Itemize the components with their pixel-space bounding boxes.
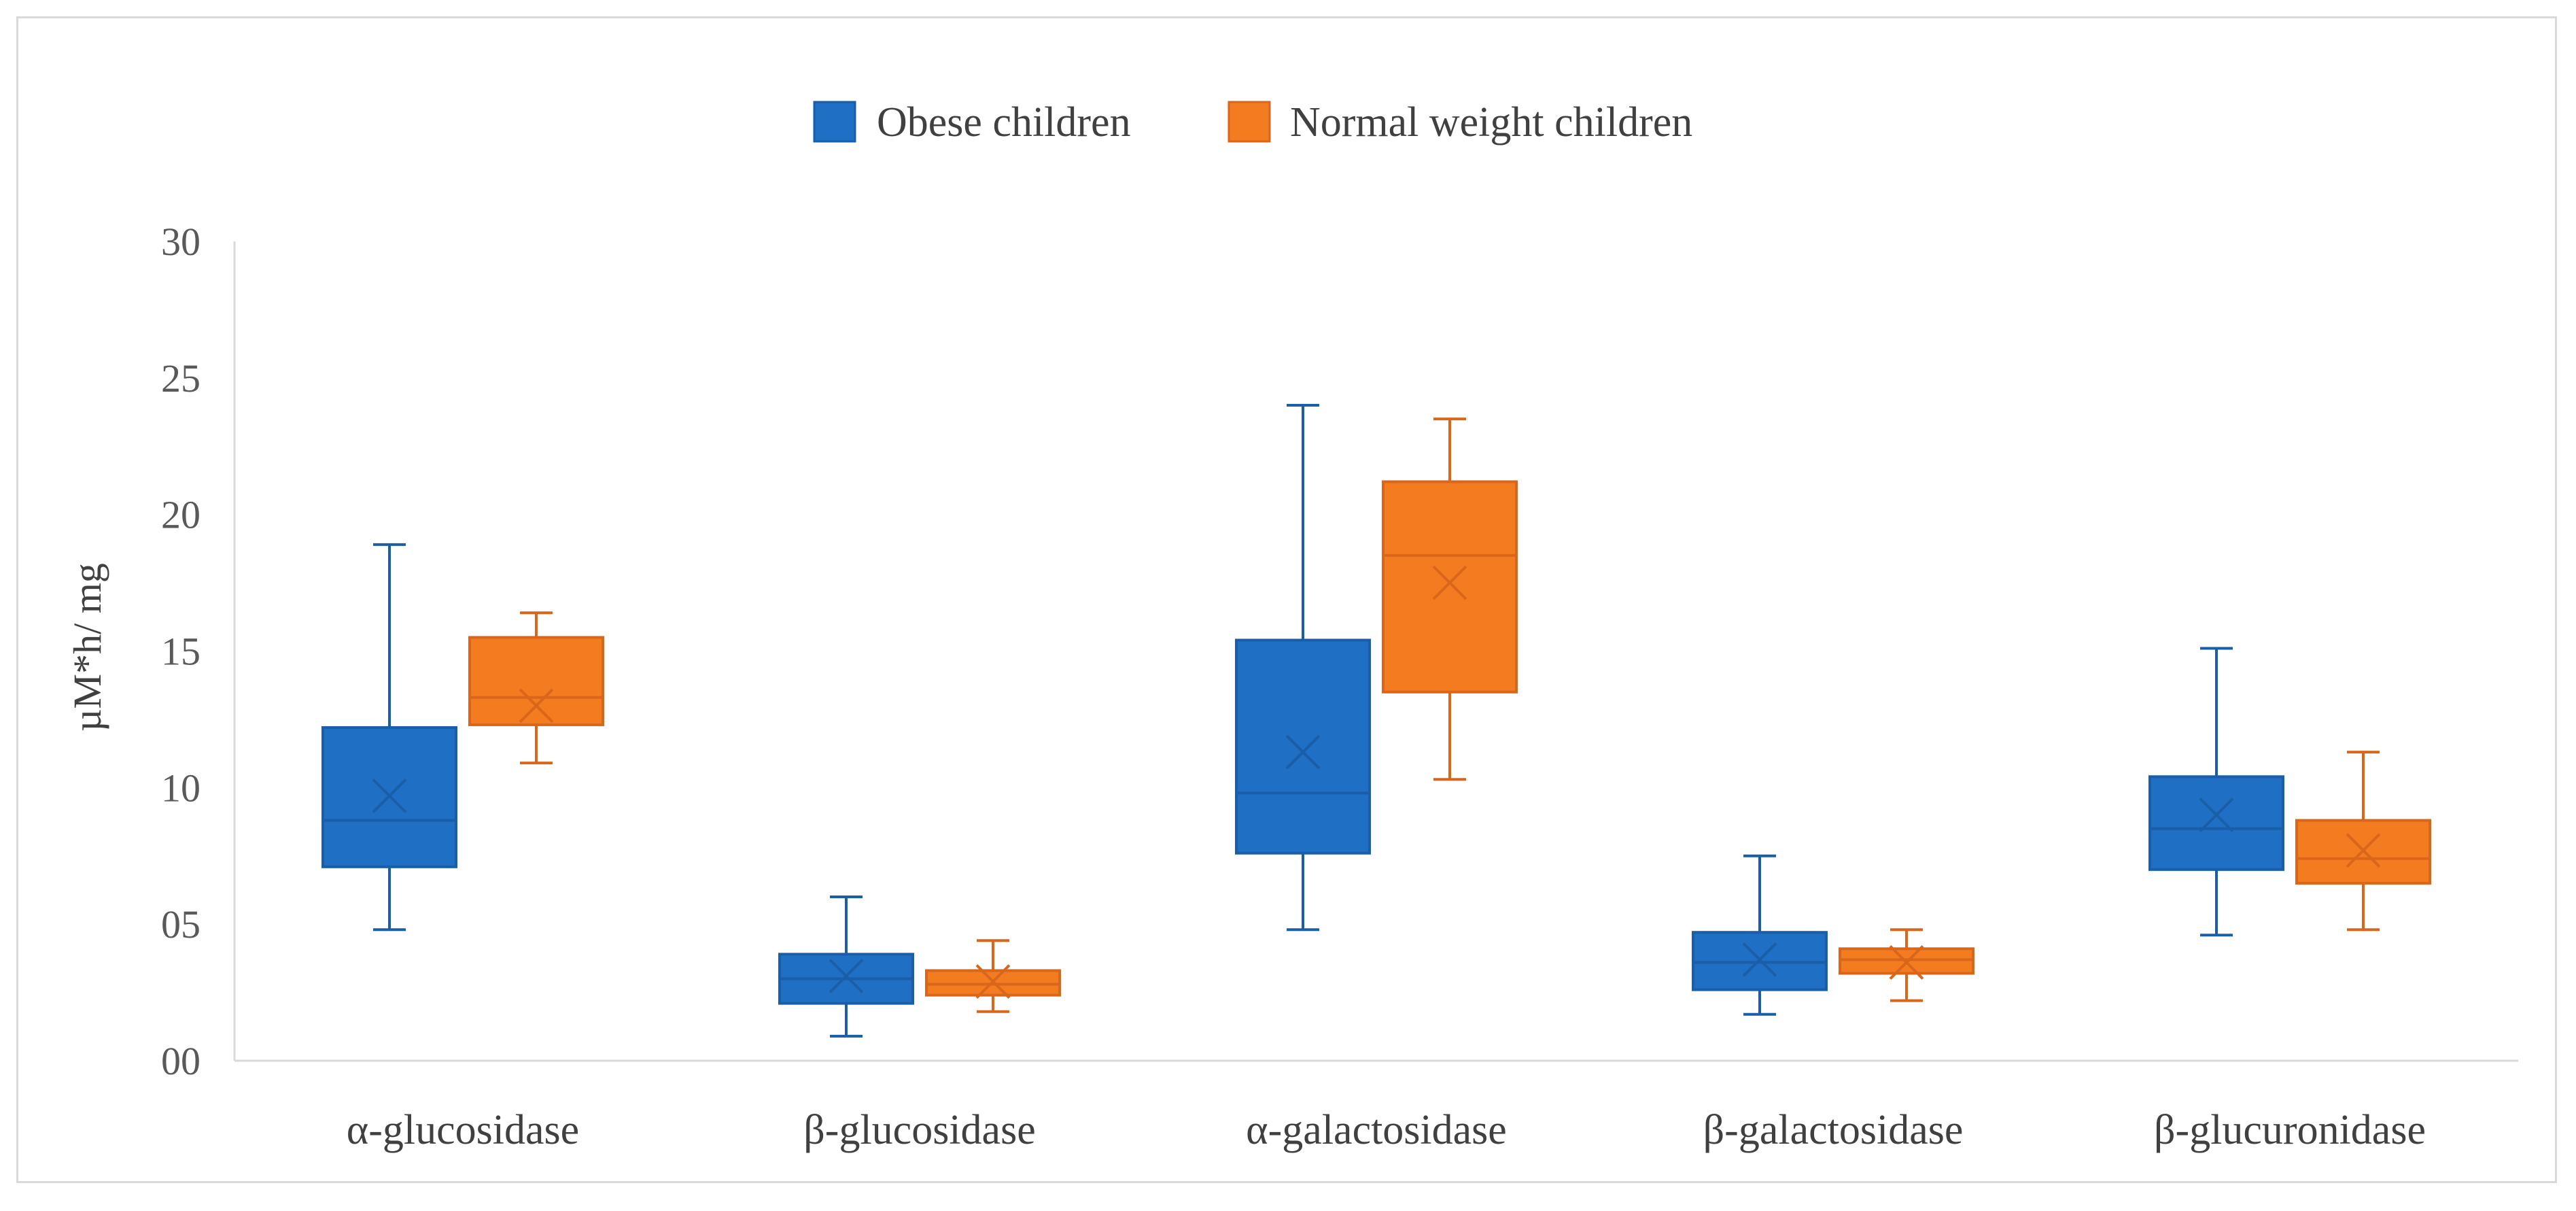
mean-marker-b [1432, 565, 1467, 600]
box-series [321, 404, 2431, 1038]
y-tick-label-4: 20 [161, 493, 201, 537]
mean-marker-b [372, 778, 407, 813]
y-tick-label-5: 25 [161, 356, 201, 400]
y-tick-label-3: 15 [161, 630, 201, 674]
category-label-0: α-glucosidase [347, 1107, 579, 1153]
mean-marker-b [1742, 942, 1777, 977]
legend-swatch-obese [813, 101, 856, 143]
box-obese-children-3 [1692, 854, 1828, 1016]
box-normal-weight-children-2 [1382, 417, 1518, 781]
legend-label-obese: Obese children [877, 99, 1131, 146]
mean-marker-b [829, 959, 864, 993]
y-axis-label: µM*h/ mg [65, 563, 109, 732]
mean-marker-b [2199, 798, 2234, 832]
x-category-labels: α-glucosidase β-glucosidase α-galactosidas… [347, 1107, 2426, 1153]
box-normal-weight-children-4 [2295, 751, 2431, 932]
category-label-2: α-galactosidase [1246, 1107, 1507, 1153]
box-obese-children-2 [1235, 404, 1371, 932]
iqr-box [1382, 480, 1518, 694]
category-label-1: β-glucosidase [803, 1107, 1035, 1153]
y-tick-label-6: 30 [161, 220, 201, 264]
y-tick-label-0: 00 [161, 1039, 201, 1083]
box-normal-weight-children-3 [1839, 928, 1974, 1002]
box-obese-children-4 [2148, 647, 2284, 937]
box-normal-weight-children-1 [925, 939, 1061, 1013]
category-label-4: β-glucuronidase [2154, 1107, 2426, 1153]
legend-swatch-normal [1228, 101, 1271, 143]
category-label-3: β-galactosidase [1703, 1107, 1964, 1153]
mean-marker-b [2346, 833, 2381, 868]
y-tick-labels: 00 05 10 15 20 25 30 [161, 220, 201, 1083]
box-obese-children-0 [321, 543, 457, 932]
mean-marker-b [975, 964, 1011, 999]
chart-frame [16, 16, 2557, 1183]
legend-label-normal: Normal weight children [1290, 99, 1692, 146]
mean-marker-b [519, 688, 554, 723]
mean-marker-b [1285, 734, 1321, 770]
box-obese-children-1 [778, 896, 914, 1038]
iqr-box [1235, 638, 1371, 855]
iqr-box [2148, 775, 2284, 871]
box-normal-weight-children-0 [468, 611, 604, 765]
y-tick-label-2: 10 [161, 766, 201, 810]
legend: Obese children Normal weight children [813, 99, 1692, 146]
mean-marker-b [1889, 944, 1924, 980]
y-tick-label-1: 05 [161, 902, 201, 946]
iqr-box [468, 636, 604, 726]
